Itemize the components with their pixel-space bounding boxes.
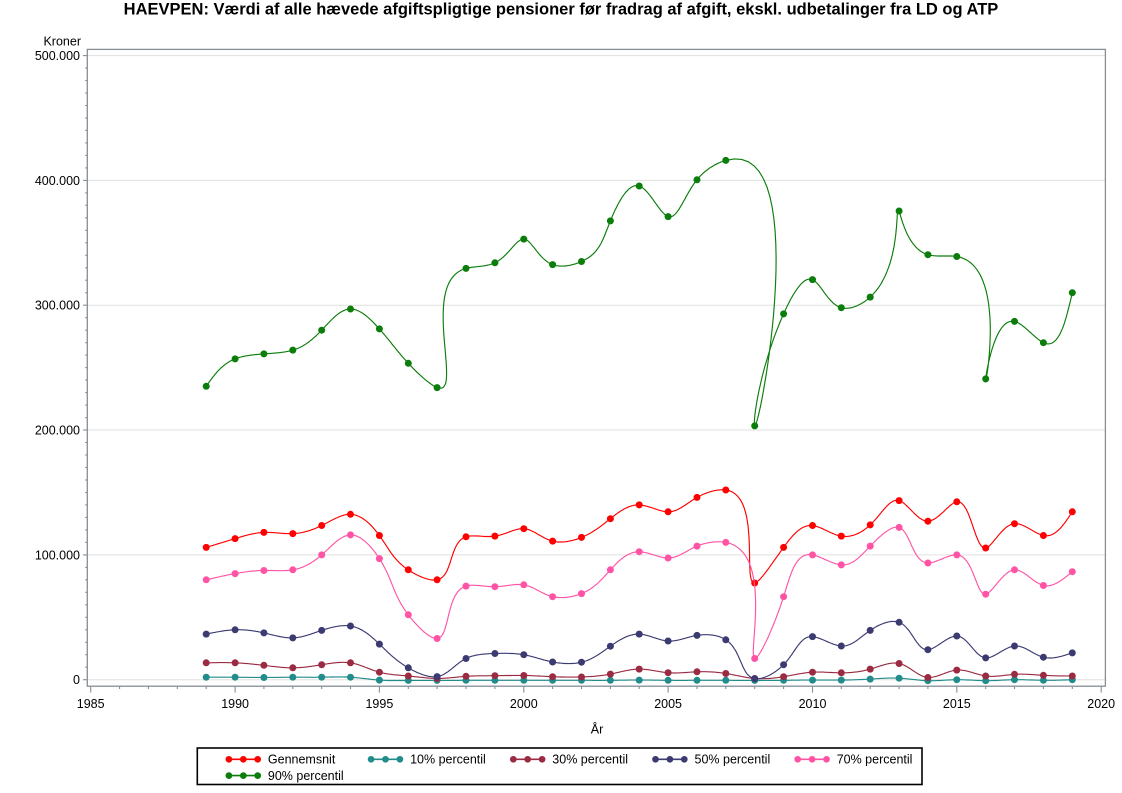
svg-text:50% percentil: 50% percentil: [695, 753, 771, 767]
svg-text:Kroner: Kroner: [43, 35, 81, 49]
svg-text:1995: 1995: [365, 697, 393, 711]
svg-text:70% percentil: 70% percentil: [837, 753, 913, 767]
svg-text:Gennemsnit: Gennemsnit: [268, 753, 336, 767]
svg-text:500.000: 500.000: [35, 49, 80, 63]
svg-text:2010: 2010: [799, 697, 827, 711]
svg-text:10% percentil: 10% percentil: [410, 753, 486, 767]
svg-text:2005: 2005: [654, 697, 682, 711]
svg-text:1990: 1990: [221, 697, 249, 711]
svg-text:2020: 2020: [1087, 697, 1115, 711]
svg-text:2015: 2015: [943, 697, 971, 711]
svg-text:30% percentil: 30% percentil: [552, 753, 628, 767]
svg-text:300.000: 300.000: [35, 299, 80, 313]
svg-text:År: År: [591, 722, 604, 737]
svg-text:400.000: 400.000: [35, 174, 80, 188]
svg-text:0: 0: [73, 673, 80, 687]
svg-text:2000: 2000: [510, 697, 538, 711]
svg-text:200.000: 200.000: [35, 423, 80, 437]
svg-text:100.000: 100.000: [35, 548, 80, 562]
svg-text:HAEVPEN: Værdi af alle hævede: HAEVPEN: Værdi af alle hævede afgiftspli…: [124, 0, 999, 18]
svg-text:90% percentil: 90% percentil: [268, 769, 344, 783]
svg-text:1985: 1985: [77, 697, 105, 711]
